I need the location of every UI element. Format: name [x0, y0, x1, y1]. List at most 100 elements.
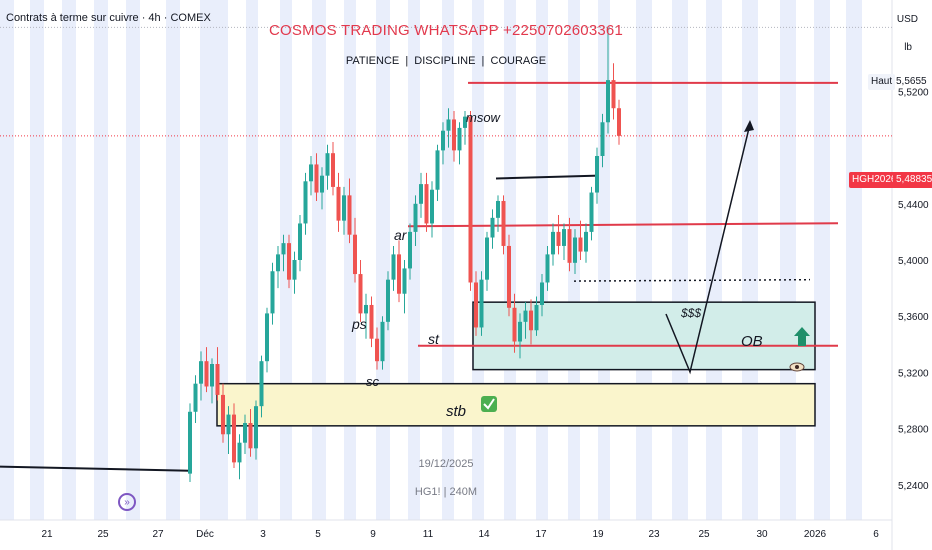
time-tick-label: 25: [698, 529, 710, 540]
time-tick-label: 23: [648, 529, 660, 540]
candle-body: [375, 338, 379, 362]
candle-body: [215, 364, 220, 395]
candle-body: [551, 231, 555, 255]
candle-body: [281, 243, 286, 255]
candle-body: [584, 231, 588, 252]
candle-body: [364, 304, 368, 314]
session-band: [200, 0, 214, 520]
currency-label[interactable]: USD: [896, 14, 918, 25]
stb-zone: [216, 382, 816, 427]
unit-label[interactable]: lb: [904, 42, 912, 53]
candle-body: [617, 108, 621, 136]
candle-body: [336, 186, 341, 221]
candle-body: [259, 361, 264, 407]
candle-body: [589, 192, 594, 232]
candle-body: [320, 175, 324, 193]
candle-body: [545, 254, 550, 283]
candle-body: [298, 223, 302, 260]
candle-body: [226, 414, 231, 435]
candle-body: [347, 195, 352, 235]
session-band: [376, 0, 390, 520]
session-band: [312, 0, 326, 520]
candle-body: [325, 153, 330, 176]
price-tick-label: 5,2800: [898, 425, 929, 436]
session-band: [0, 0, 14, 520]
candle-body: [386, 279, 390, 322]
symbol-title: Contrats à terme sur cuivre · 4h · COMEX: [6, 12, 211, 24]
candle-body: [452, 119, 456, 151]
candle-body: [556, 231, 561, 246]
candle-body: [468, 116, 473, 283]
candle-body: [578, 237, 583, 252]
candle-body: [424, 184, 429, 224]
projection-arrowhead: [744, 120, 754, 132]
chart-symbol-interval: HG1! | 240M: [414, 486, 478, 498]
candle-body: [188, 411, 192, 474]
session-band: [214, 0, 228, 520]
session-band: [706, 0, 722, 520]
candle-body: [265, 313, 269, 362]
check-icon: [483, 398, 495, 410]
candle-body: [501, 200, 506, 246]
session-band: [742, 0, 758, 520]
candle-body: [270, 271, 275, 314]
session-band: [780, 0, 796, 520]
projection-path: [665, 123, 751, 375]
candle-body: [353, 234, 357, 275]
session-band: [30, 0, 44, 520]
support-line: [0, 465, 191, 472]
candle-body: [534, 304, 539, 331]
annotation-label: ps: [351, 316, 367, 332]
candle-body: [479, 279, 484, 328]
candle-body: [243, 423, 247, 443]
candle-body: [342, 195, 346, 221]
session-band: [636, 0, 652, 520]
candle-body: [567, 229, 572, 263]
annotation-label: stb: [446, 403, 466, 420]
candle-body: [474, 282, 478, 328]
candle-body: [419, 184, 423, 204]
candle-body: [518, 321, 522, 342]
price-tick-label: 5,4400: [898, 200, 929, 211]
candle-body: [600, 122, 605, 156]
up-arrow-icon: [794, 327, 810, 346]
price-tick-label: 5,5200: [898, 87, 929, 98]
snapshot-icon[interactable]: »: [118, 493, 136, 511]
check-badge: [481, 396, 497, 412]
candle-body: [193, 383, 198, 412]
time-tick-label: 9: [370, 529, 376, 540]
session-band: [126, 0, 140, 520]
price-tick-label: 5,3600: [898, 312, 929, 323]
candle-body: [358, 274, 363, 314]
price-tick-label: 5,4000: [898, 256, 929, 267]
candle-body: [413, 203, 418, 232]
candle-body: [441, 130, 445, 151]
candle-body: [254, 406, 258, 449]
time-tick-label: 30: [756, 529, 768, 540]
candle-body: [276, 254, 280, 272]
session-band: [814, 0, 830, 520]
session-band: [94, 0, 108, 520]
time-tick-label: 19: [592, 529, 604, 540]
session-band: [166, 0, 180, 520]
candle-body: [369, 304, 374, 339]
ar-level-line: [407, 222, 839, 228]
time-tick-label: 25: [97, 529, 109, 540]
candle-body: [512, 307, 517, 342]
eye-pupil: [795, 365, 799, 369]
price-tick-label: 5,3200: [898, 368, 929, 379]
time-tick-label: 3: [260, 529, 266, 540]
annotation-label: st: [428, 331, 440, 347]
time-tick-label: 17: [535, 529, 547, 540]
annotation-label: sc: [366, 374, 380, 389]
candle-body: [292, 260, 297, 280]
high-price-tag: Haut: [868, 74, 896, 90]
tagline: PATIENCE | DISCIPLINE | COURAGE: [345, 55, 547, 67]
candle-body: [237, 442, 242, 463]
high-label: Haut: [871, 76, 893, 87]
candle-body: [314, 164, 319, 193]
session-band: [442, 0, 454, 520]
candle-body: [380, 321, 385, 362]
time-tick-label: 27: [152, 529, 164, 540]
